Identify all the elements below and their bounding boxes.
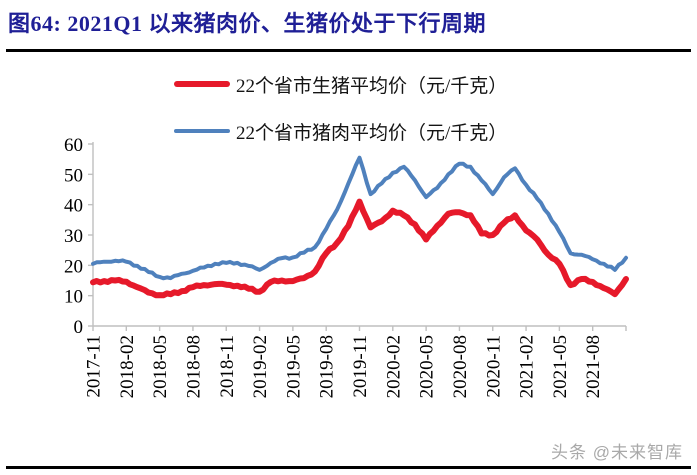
y-tick-label: 10 — [64, 287, 83, 308]
x-tick-label: 2020-08 — [450, 335, 471, 398]
x-tick-label: 2021-02 — [517, 335, 538, 398]
bottom-divider — [6, 466, 691, 469]
x-tick-label: 2018-02 — [117, 335, 138, 398]
x-tick-label: 2017-11 — [84, 335, 105, 398]
pork-price-line — [91, 155, 628, 281]
chart-legend: 22个省市生猪平均价（元/千克） 22个省市猪肉平均价（元/千克） — [174, 72, 507, 166]
watermark: 头条 @未来智库 — [551, 443, 683, 462]
live-pig-price-line — [90, 198, 629, 299]
figure-title: 图64: 2021Q1 以来猪肉价、生猪价处于下行周期 — [8, 11, 486, 36]
y-tick-label: 30 — [64, 226, 83, 247]
y-tick-label: 40 — [64, 196, 83, 217]
x-tick-label: 2019-11 — [350, 335, 371, 398]
legend-label-pork: 22个省市猪肉平均价（元/千克） — [236, 122, 508, 144]
legend-label-live-pig: 22个省市生猪平均价（元/千克） — [236, 75, 508, 97]
x-tick-label: 2018-08 — [183, 335, 204, 398]
y-tick-label: 50 — [64, 165, 83, 186]
x-tick-label: 2021-08 — [583, 335, 604, 398]
x-tick-label: 2019-08 — [317, 335, 338, 398]
x-tick-label: 2019-05 — [283, 335, 304, 398]
legend-line-red-icon — [174, 81, 230, 87]
legend-item-pork: 22个省市猪肉平均价（元/千克） — [174, 119, 508, 144]
y-tick-label: 60 — [64, 138, 83, 156]
x-tick-label: 2020-02 — [383, 335, 404, 398]
x-tick-label: 2021-05 — [550, 335, 571, 398]
x-tick-label: 2018-05 — [150, 335, 171, 398]
legend-line-blue-icon — [174, 129, 230, 133]
x-tick-label: 2020-11 — [483, 335, 504, 398]
legend-item-live-pig: 22个省市生猪平均价（元/千克） — [174, 72, 508, 97]
y-tick-label: 20 — [64, 256, 83, 277]
title-divider — [6, 49, 691, 52]
y-tick-label: 0 — [74, 317, 84, 338]
x-tick-label: 2019-02 — [250, 335, 271, 398]
x-tick-label: 2018-11 — [217, 335, 238, 398]
price-line-chart: 0 10 20 30 40 50 60 2017-11 2018-02 2018-05 2018-0… — [64, 138, 629, 398]
x-tick-label: 2020-05 — [417, 335, 438, 398]
